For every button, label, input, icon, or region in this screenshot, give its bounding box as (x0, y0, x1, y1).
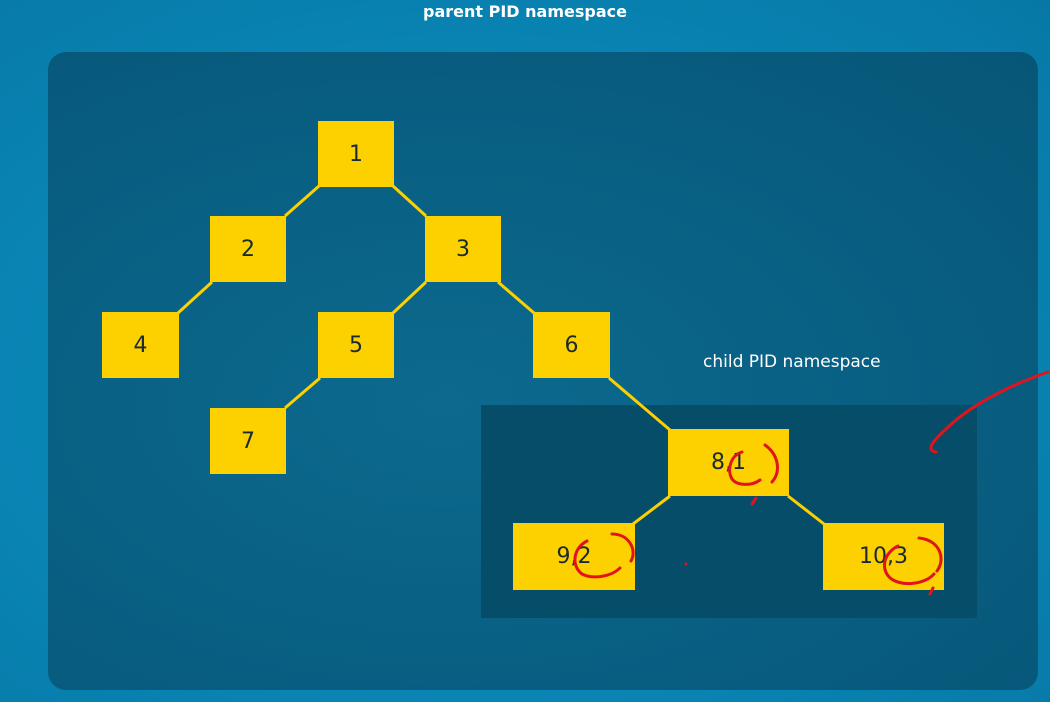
child-namespace-label: child PID namespace (703, 352, 881, 372)
link-8-10 (787, 494, 825, 526)
process-node-2: 2 (210, 216, 286, 282)
process-node-7: 7 (210, 408, 286, 474)
link-8-9 (632, 494, 671, 526)
link-3-5 (391, 280, 428, 315)
process-node-4-label: 4 (133, 332, 148, 358)
process-node-1-label: 1 (349, 141, 363, 167)
process-node-1: 1 (318, 121, 394, 187)
link-6-8 (608, 376, 671, 432)
process-node-8: 8,1 (668, 429, 789, 496)
process-node-8-label: 8,1 (711, 450, 746, 475)
process-node-4: 4 (102, 312, 179, 378)
process-node-2-label: 2 (241, 236, 255, 262)
process-node-5-label: 5 (349, 332, 363, 358)
link-1-3 (391, 184, 428, 218)
process-node-9: 9,2 (513, 523, 635, 590)
process-node-10: 10,3 (823, 523, 944, 590)
link-3-6 (497, 280, 535, 315)
process-node-10-label: 10,3 (859, 544, 908, 569)
link-2-4 (176, 280, 214, 315)
link-5-7 (284, 376, 321, 410)
process-node-7-label: 7 (241, 428, 255, 454)
process-node-6-label: 6 (564, 332, 579, 358)
process-node-3: 3 (425, 216, 501, 282)
process-node-9-label: 9,2 (556, 544, 592, 569)
process-node-6: 6 (533, 312, 610, 378)
process-node-3-label: 3 (456, 236, 470, 262)
link-1-2 (284, 184, 320, 218)
parent-namespace-label: parent PID namespace (423, 2, 627, 21)
process-node-5: 5 (318, 312, 394, 378)
